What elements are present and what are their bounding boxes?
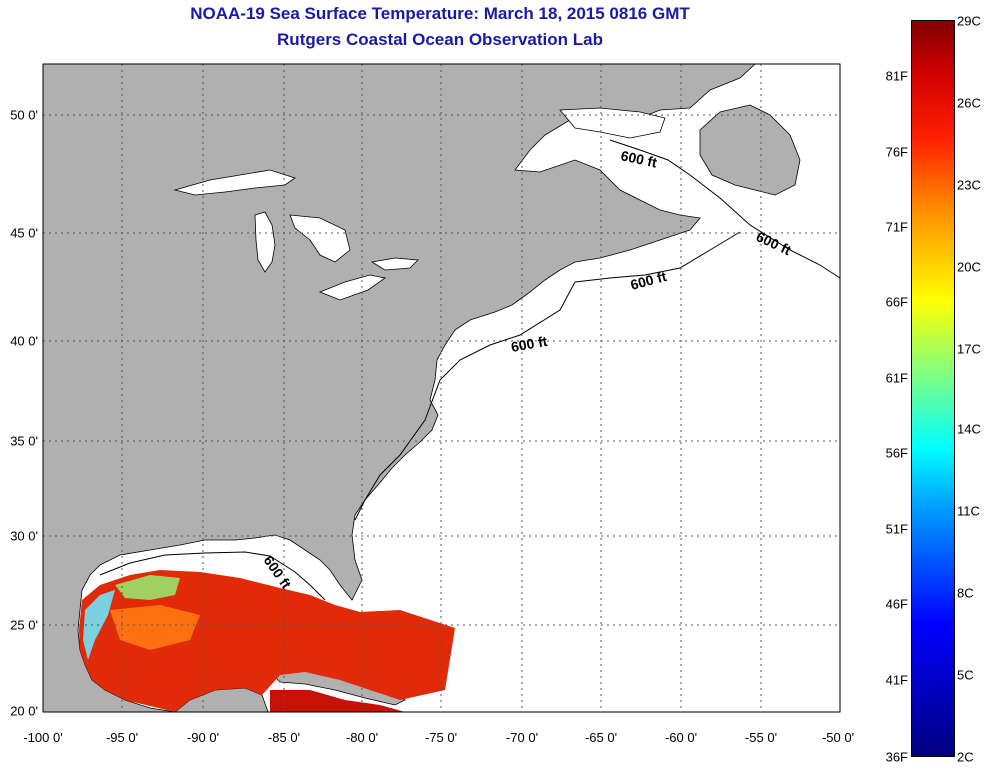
temperature-colorbar [911,20,955,757]
colorbar-celsius-label: 2C [957,749,974,765]
lon-label: -50 0' [821,730,855,745]
lon-label: -85 0' [267,730,301,745]
colorbar-celsius-label: 20C [957,259,981,275]
contour-600ft [574,231,741,283]
land-mass [42,63,757,713]
contour-600ft [99,551,326,601]
map-title: NOAA-19 Sea Surface Temperature: March 1… [190,4,690,23]
colorbar-celsius-label: 23C [957,177,981,193]
colorbar-celsius-label: 17C [957,341,981,357]
contour-label: 600 ft [510,333,549,355]
lon-label: -70 0' [505,730,539,745]
lake-erie [318,274,386,301]
contour-600ft [354,379,441,521]
lat-label: 35 0' [10,433,38,449]
colorbar-fahrenheit-label: 51F [885,521,908,537]
colorbar-fahrenheit-label: 66F [885,294,908,310]
sst-data-orange [110,605,200,650]
lon-label: -95 0' [105,730,139,745]
colorbar-fahrenheit-label: 76F [885,144,908,160]
lat-label: 50 0' [10,107,38,123]
colorbar-fahrenheit-label: 71F [885,219,908,235]
lon-label: -65 0' [584,730,618,745]
colorbar-celsius-label: 8C [957,585,974,601]
colorbar-fahrenheit-label: 46F [885,596,908,612]
lon-label: -90 0' [186,730,220,745]
lake-superior [173,169,296,196]
colorbar-celsius-label: 26C [957,95,981,111]
newfoundland-land [699,104,801,196]
map-frame [42,63,841,713]
sst-data-green [115,575,180,600]
contour-label: 600 ft [619,147,658,170]
colorbar-fahrenheit-label: 41F [885,672,908,688]
colorbar-celsius-label: 14C [957,421,981,437]
lat-label: 40 0' [10,333,38,349]
lon-label: -75 0' [424,730,458,745]
graticule [43,64,840,712]
colorbar-celsius-label: 29C [957,13,981,29]
lon-label: -100 0' [23,730,63,745]
lat-label: 20 0' [10,703,38,719]
lake-huron [289,214,351,263]
lake-ontario [370,257,419,271]
contour-600ft [439,281,576,381]
sst-data-gulf [79,570,455,712]
sst-data-warm [270,690,405,712]
lat-label: 30 0' [10,528,38,544]
map-subtitle: Rutgers Coastal Ocean Observation Lab [277,30,603,49]
lake-michigan [254,211,276,273]
colorbar-fahrenheit-label: 36F [885,749,908,765]
colorbar-celsius-label: 11C [957,503,980,519]
lon-label: -60 0' [664,730,698,745]
lat-label: 25 0' [10,617,38,633]
contour-600ft [609,139,841,279]
lat-label: 45 0' [10,225,38,241]
lon-label: -55 0' [744,730,778,745]
colorbar-fahrenheit-label: 56F [885,445,908,461]
colorbar-celsius-label: 5C [957,667,974,683]
colorbar-fahrenheit-label: 81F [885,68,908,84]
colorbar-fahrenheit-label: 61F [885,370,908,386]
lon-label: -80 0' [345,730,379,745]
